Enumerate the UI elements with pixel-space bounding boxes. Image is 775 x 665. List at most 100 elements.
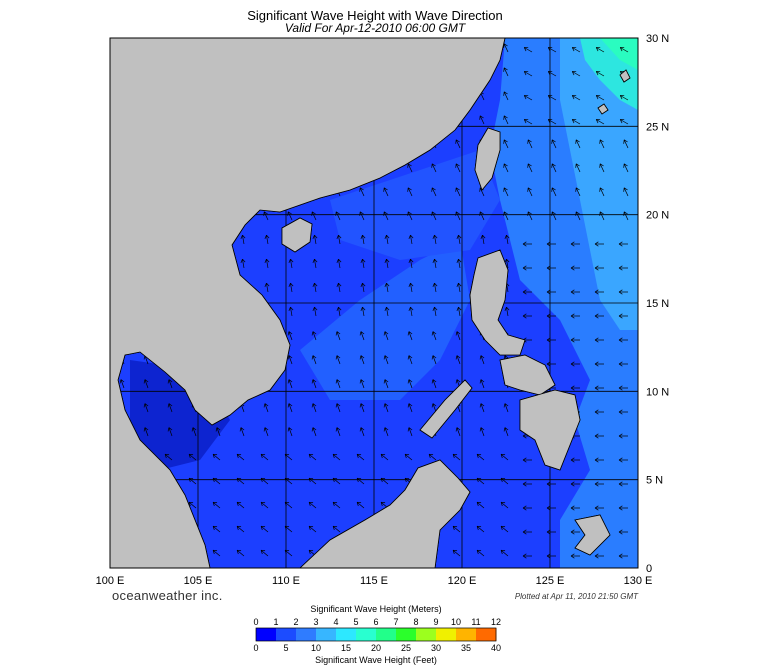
wave-arrow [522,289,532,295]
lat-tick-label: 15 N [646,298,669,310]
wave-arrow [546,529,556,535]
wave-arrow [571,46,581,53]
wave-arrow [619,46,629,53]
wave-arrow [188,477,197,485]
map-frame [109,37,639,569]
colorbar-swatch [396,628,417,641]
wave-arrow [599,163,605,173]
wave-arrow [431,331,437,341]
wave-arrow [287,379,293,389]
wave-arrow [503,91,509,101]
wave-arrow [594,289,604,295]
wave-arrow [384,258,390,269]
wave-arrow [431,403,437,413]
wave-arrow [618,457,628,463]
wave-arrow [476,453,485,461]
colorbar-meters-tick: 6 [373,617,378,627]
wave-arrow [500,453,509,461]
wave-arrow [284,549,293,557]
wave-arrow [407,403,413,413]
wave-arrow [503,187,509,197]
wave-arrow [594,241,604,247]
colorbar-meters-tick: 12 [491,617,501,627]
colorbar-feet-tick: 0 [253,643,258,653]
wave-arrow [546,481,556,487]
wave-arrow [188,501,197,509]
wave-arrow [311,427,317,437]
colorbar-feet-tick: 30 [431,643,441,653]
wave-arrow [212,549,221,557]
lon-tick-label: 125 E [536,575,565,587]
lat-tick-label: 30 N [646,33,669,45]
wave-arrow [479,427,485,437]
land-sulawesi-overlay [574,514,611,556]
wave-arrow [551,211,557,221]
wave-arrow [504,306,510,317]
colorbar-feet-title: Significant Wave Height (Feet) [315,655,437,665]
wave-arrow [287,427,293,437]
wave-arrow [164,453,173,461]
wave-arrow [618,529,628,535]
wave-arrow [595,118,605,125]
wave-arrow [288,306,294,317]
wave-arrow [383,427,389,437]
wave-arrow [407,187,413,197]
lon-tick-label: 110 E [272,575,300,587]
colorbar-meters-tick: 10 [451,617,461,627]
wave-arrow [264,282,270,293]
wave-arrow [311,355,317,365]
wave-arrow [527,139,533,149]
wave-arrow [455,163,461,173]
wave-arrow [618,505,628,511]
wave-arrow [623,187,629,197]
wave-arrow [284,501,293,509]
colorbar-swatch [416,628,437,641]
wave-arrow [618,337,628,343]
wave-arrow [522,529,532,535]
land-ryukyu-2-overlay [619,69,631,83]
wave-arrow [335,331,341,341]
wave-arrow [383,187,389,197]
colorbar-meters-tick: 2 [293,617,298,627]
colorbar-meters-tick: 4 [333,617,338,627]
wave-arrow [594,337,604,343]
wave-arrow [546,361,556,367]
lat-tick-label: 5 N [646,475,663,487]
wave-arrow [407,331,413,341]
wave-arrow [452,549,461,557]
wave-arrow [527,187,533,197]
wave-arrow [455,139,461,149]
wave-arrow [312,258,318,269]
wave-arrow [407,379,413,389]
wave-arrow [288,258,294,269]
wave-arrow [260,477,269,485]
colorbar-swatch [476,628,497,641]
wave-arrow [523,46,533,53]
wave-arrow [432,306,438,317]
wave-arrow [335,427,341,437]
wave-arrow [432,234,438,245]
wave-arrow [284,453,293,461]
wave-arrow [476,477,485,485]
wave-arrow [383,403,389,413]
brand-logo-text: oceanweather inc. [112,588,223,603]
wave-arrow [570,241,580,247]
wave-arrow [383,355,389,365]
wave-arrow [212,501,221,509]
wave-arrow [480,234,486,245]
wave-arrow [332,453,341,461]
wave-arrow [431,187,437,197]
wave-arrow [212,525,221,533]
wave-arrow [618,553,628,559]
wave-arrow [428,453,437,461]
wave-arrow [594,265,604,271]
wave-arrow [359,187,365,197]
wave-arrow [595,46,605,53]
lon-tick-label: 120 E [448,575,477,587]
wave-arrow [311,379,317,389]
colorbar-feet-tick: 40 [491,643,501,653]
wave-arrow [308,525,317,533]
wave-arrow [191,427,197,437]
wave-arrow [359,379,365,389]
